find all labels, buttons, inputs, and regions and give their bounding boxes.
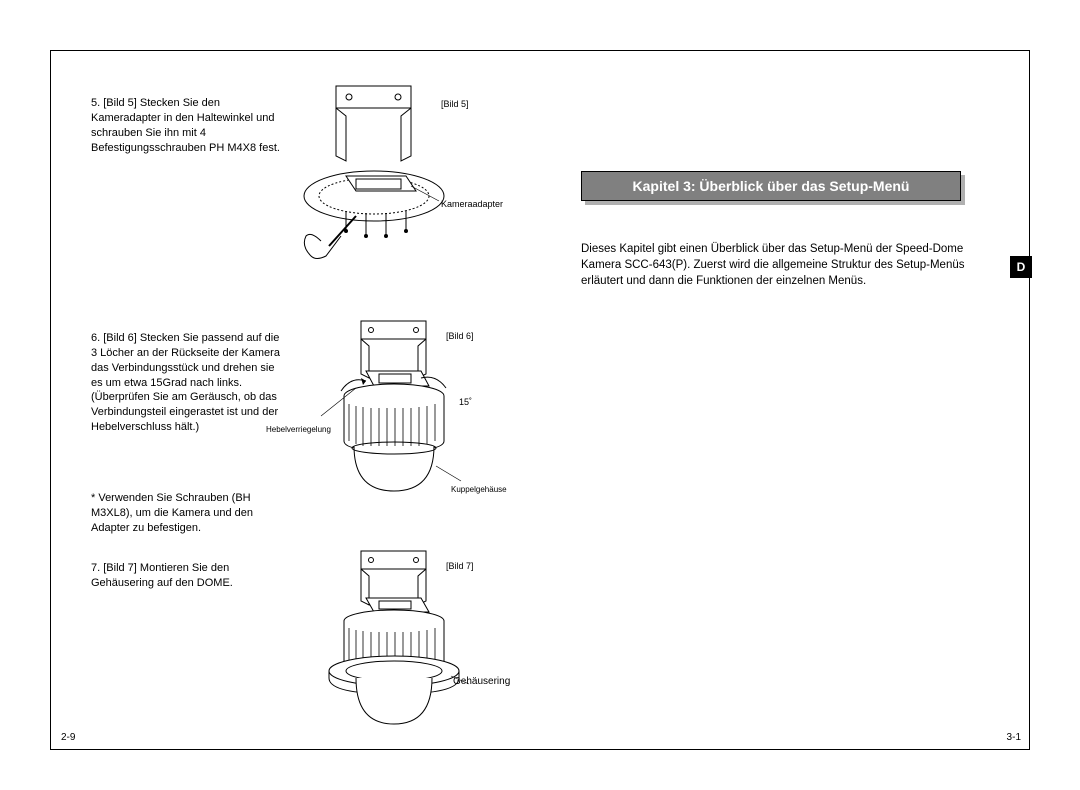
step6-text: 6. [Bild 6] Stecken Sie passend auf die … <box>91 331 286 435</box>
fig6-annot1: Hebelverriegelung <box>266 425 331 434</box>
page-number-right: 3-1 <box>1007 732 1021 743</box>
fig6-annot3: Kuppelgehäuse <box>451 485 507 494</box>
chapter-title: Kapitel 3: Überblick über das Setup-Menü <box>581 171 961 201</box>
figure-5 <box>291 81 471 281</box>
fig6-label: [Bild 6] <box>446 331 474 341</box>
fig5-annot: Kameraadapter <box>441 199 503 209</box>
fig7-label: [Bild 7] <box>446 561 474 571</box>
chapter-heading-box: Kapitel 3: Überblick über das Setup-Menü <box>581 171 961 201</box>
section-tab: D <box>1010 256 1032 278</box>
page-number-left: 2-9 <box>61 732 75 743</box>
right-page: Kapitel 3: Überblick über das Setup-Menü… <box>541 51 1031 751</box>
step5-text: 5. [Bild 5] Stecken Sie den Kameradapter… <box>91 96 291 155</box>
fig5-label: [Bild 5] <box>441 99 469 109</box>
page-frame: 5. [Bild 5] Stecken Sie den Kameradapter… <box>50 50 1030 750</box>
figure-7 <box>311 546 481 736</box>
step6-note: * Verwenden Sie Schrauben (BH M3XL8), um… <box>91 491 291 536</box>
fig7-annot: Gehäusering <box>453 676 510 687</box>
fig6-annot2: 15˚ <box>459 397 472 407</box>
step7-text: 7. [Bild 7] Montieren Sie den Gehäuserin… <box>91 561 291 591</box>
left-page: 5. [Bild 5] Stecken Sie den Kameradapter… <box>51 51 541 751</box>
chapter-body-text: Dieses Kapitel gibt einen Überblick über… <box>581 241 981 289</box>
